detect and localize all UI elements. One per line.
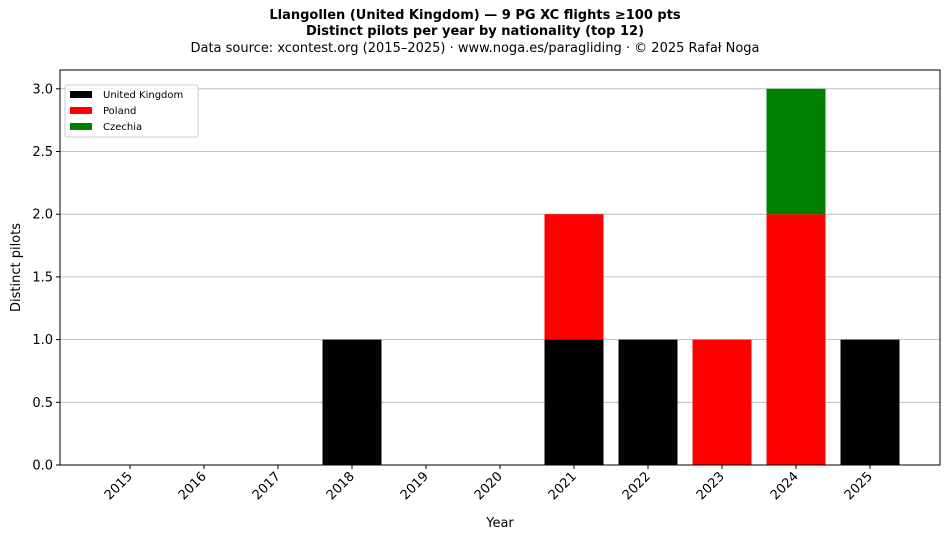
- x-tick-label: 2019: [398, 469, 432, 503]
- y-tick-label: 3.0: [32, 82, 53, 97]
- x-tick-label: 2020: [472, 469, 506, 503]
- x-axis-label: Year: [485, 516, 514, 531]
- y-tick-label: 1.5: [32, 270, 53, 285]
- bar-poland-2021: [544, 214, 604, 340]
- data-source-note: Data source: xcontest.org (2015–2025) · …: [190, 41, 760, 56]
- legend-box: [64, 84, 199, 138]
- y-tick-label: 0.0: [32, 459, 53, 474]
- y-axis-label: Distinct pilots: [9, 223, 24, 312]
- bar-united-kingdom-2022: [618, 339, 678, 465]
- y-tick-label: 1.0: [32, 333, 53, 348]
- chart-subtitle: Distinct pilots per year by nationality …: [305, 24, 645, 39]
- legend-swatch: [70, 91, 92, 98]
- bar-poland-2023: [692, 339, 752, 465]
- legend-label: United Kingdom: [103, 90, 183, 101]
- y-tick-label: 2.5: [32, 145, 53, 160]
- legend-swatch: [70, 107, 92, 114]
- x-tick-label: 2015: [102, 469, 136, 503]
- x-tick-label: 2016: [176, 469, 210, 503]
- x-tick-label: 2024: [768, 469, 802, 503]
- x-tick-label: 2025: [842, 469, 876, 503]
- x-tick-label: 2021: [546, 469, 580, 503]
- y-tick-label: 0.5: [32, 396, 53, 411]
- bar-united-kingdom-2018: [322, 339, 382, 465]
- x-tick-label: 2017: [250, 469, 284, 503]
- legend-label: Czechia: [103, 122, 142, 133]
- x-tick-label: 2018: [324, 469, 358, 503]
- chart-titles: Llangollen (United Kingdom) — 9 PG XC fl…: [0, 8, 950, 57]
- x-tick-label: 2023: [694, 469, 728, 503]
- bar-united-kingdom-2025: [840, 339, 900, 465]
- bar-united-kingdom-2021: [544, 339, 604, 465]
- bar-poland-2024: [766, 214, 826, 465]
- chart-title: Llangollen (United Kingdom) — 9 PG XC fl…: [269, 8, 681, 23]
- y-tick-label: 2.0: [32, 208, 53, 223]
- legend-swatch: [70, 123, 92, 130]
- legend-label: Poland: [103, 106, 136, 117]
- bar-czechia-2024: [766, 88, 826, 215]
- x-tick-label: 2022: [620, 469, 654, 503]
